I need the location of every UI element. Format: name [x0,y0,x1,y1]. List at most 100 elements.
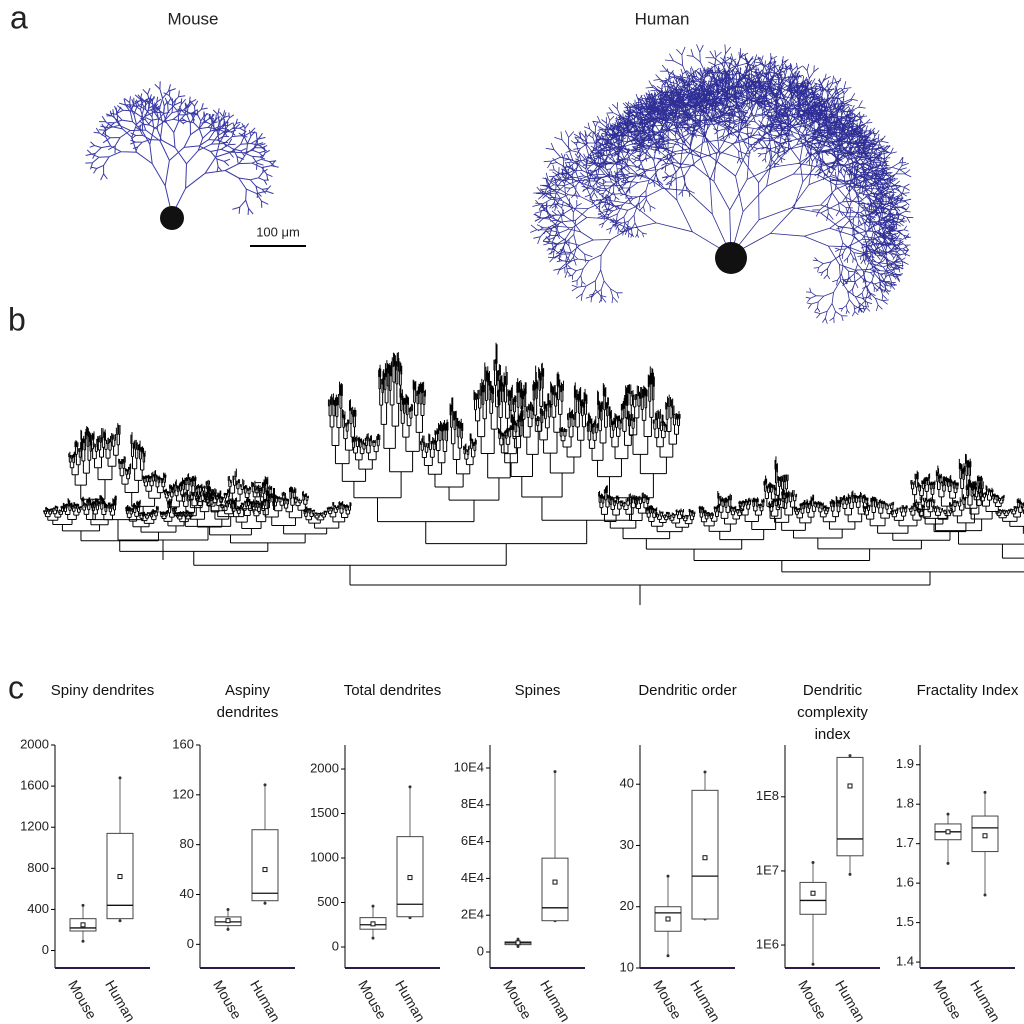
box [799,881,827,915]
whisker-end [553,770,557,774]
soma [715,242,747,274]
y-tick-label: 1.7 [896,835,914,850]
y-tick-label: 2000 [310,760,339,775]
y-tick-label: 1E7 [756,862,779,877]
x-tick-label: Human [967,977,1003,1024]
y-tick-label: 1E8 [756,788,779,803]
whisker-end [81,903,85,907]
y-tick-label: 800 [27,860,49,875]
soma [160,206,184,230]
x-tick-label: Human [687,977,723,1024]
y-tick-label: 40 [180,886,194,901]
mean [117,874,123,880]
box [251,829,279,902]
x-tick-label: Human [392,977,428,1024]
whisker-end [811,962,815,966]
chart-title: Spines [514,682,561,699]
x-tick-label: Mouse [930,977,965,1022]
whisker-end [516,937,520,941]
whisker-end [666,954,670,958]
mean [370,921,376,927]
box [541,857,569,922]
neuron-human [530,44,914,324]
whisker-end [226,907,230,911]
y-tick-label: 400 [27,901,49,916]
y-tick-label: 4E4 [461,870,484,885]
box [396,836,424,918]
whisker-end [118,776,122,780]
whisker-end [848,754,852,758]
neuron-title: Mouse [167,9,218,28]
whisker-end [516,944,520,948]
x-tick-label: Human [537,977,573,1024]
y-tick-label: 160 [172,736,194,751]
mean [262,867,268,873]
mean [665,916,671,922]
y-tick-label: 0 [42,942,49,957]
whisker-end [983,893,987,897]
chart-title: Fractality Index [916,682,1019,699]
mean [407,875,413,881]
y-tick-label: 2000 [20,736,49,751]
chart-title: Dendritic complexity index [797,682,868,743]
mean [982,833,988,839]
whisker-end [226,927,230,931]
y-tick-label: 30 [620,837,634,852]
mean [552,879,558,885]
y-tick-label: 8E4 [461,796,484,811]
x-tick-label: Mouse [355,977,390,1022]
y-tick-label: 10 [620,959,634,974]
whisker-end [263,901,267,905]
y-tick-label: 20 [620,898,634,913]
y-tick-label: 6E4 [461,833,484,848]
whisker-end [946,812,950,816]
x-tick-label: Human [247,977,283,1024]
x-tick-label: Human [102,977,138,1024]
y-tick-label: 120 [172,786,194,801]
mean [80,922,86,928]
mean [225,918,231,924]
whisker-end [666,874,670,878]
y-tick-label: 2E4 [461,907,484,922]
whisker-end [703,770,707,774]
mean [702,855,708,861]
scale-bar-label: 20 μm [250,481,264,515]
y-tick-label: 1000 [310,849,339,864]
whisker-end [371,936,375,940]
mean [810,890,816,896]
panel-label: a [10,0,28,35]
whisker-end [81,939,85,943]
whisker-end [408,785,412,789]
y-tick-label: 40 [620,776,634,791]
whisker-end [848,872,852,876]
y-tick-label: 1.9 [896,756,914,771]
dendrogram [42,342,1024,605]
box [691,789,719,920]
y-tick-label: 1600 [20,778,49,793]
x-tick-label: Mouse [500,977,535,1022]
mean [515,940,521,946]
y-tick-label: 1500 [310,805,339,820]
mean [847,783,853,789]
y-tick-label: 10E4 [454,759,484,774]
y-tick-label: 1200 [20,819,49,834]
y-tick-label: 80 [180,836,194,851]
y-tick-label: 1E6 [756,936,779,951]
y-tick-label: 1.8 [896,796,914,811]
chart-title: Spiny dendrites [50,682,155,699]
x-tick-label: Mouse [650,977,685,1022]
y-tick-label: 1.6 [896,875,914,890]
whisker-end [371,904,375,908]
whisker-end [118,919,122,923]
whisker-end [946,861,950,865]
y-tick-label: 500 [317,894,339,909]
y-tick-label: 1.4 [896,954,914,969]
scale-bar-label: 100 μm [256,224,300,239]
y-tick-label: 0 [332,938,339,953]
chart-title: Dendritic order [638,682,737,699]
neuron-title: Human [635,9,690,28]
x-tick-label: Mouse [210,977,245,1022]
panel-label: c [8,669,24,705]
